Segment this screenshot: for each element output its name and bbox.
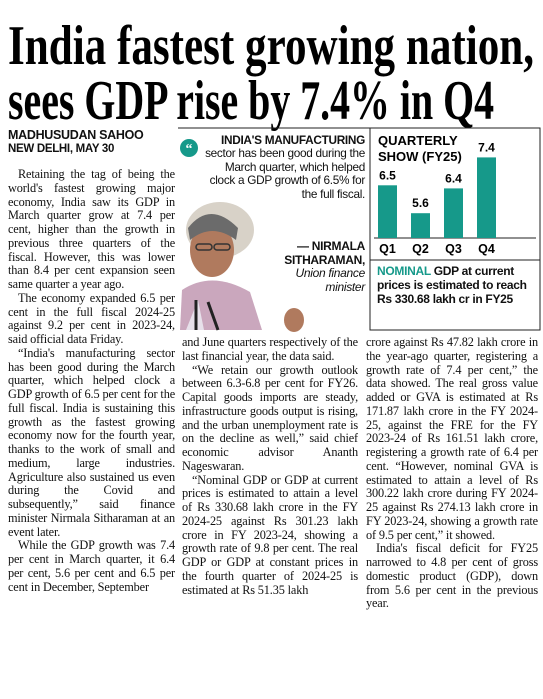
quote-text: sector has been good during the March qu… (205, 146, 365, 201)
quote-icon (180, 139, 198, 157)
paragraph: India's fiscal deficit for FY25 narrowed… (366, 541, 538, 611)
dateline: NEW DELHI, MAY 30 (8, 143, 115, 155)
x-tick-label: Q4 (478, 242, 495, 256)
x-tick-label: Q1 (379, 242, 396, 256)
paragraph: The economy expanded 6.5 per cent in the… (8, 290, 175, 346)
quote: INDIA'S MANUFACTURING sector has been go… (200, 133, 365, 201)
attribution: — NIRMALA SITHARAMAN, Union finance mini… (255, 239, 366, 294)
bar (444, 188, 463, 238)
quote-lead: INDIA'S MANUFACTURING (221, 133, 365, 147)
paragraph: and June quarters respectively of the la… (182, 336, 358, 363)
column: and June quarters respectively of the la… (182, 336, 358, 698)
photo (180, 202, 304, 332)
paragraph: “Nominal GDP or GDP at current prices is… (182, 472, 358, 597)
column: Retaining the tag of being the world's f… (8, 168, 175, 698)
headline-line: India fastest growing nation, (8, 15, 534, 77)
bar (477, 157, 496, 238)
paragraph: While the GDP growth was 7.4 per cent in… (8, 538, 175, 594)
x-tick-label: Q2 (412, 242, 429, 256)
paragraph: Retaining the tag of being the world's f… (8, 168, 175, 291)
note: NOMINAL GDP at current prices is estimat… (377, 264, 537, 306)
paragraph: “We retain our growth outlook between 6.… (182, 362, 358, 473)
paragraph: “India's manufacturing sector has been g… (8, 345, 175, 539)
headline-line: sees GDP rise by 7.4% in Q4 (8, 70, 494, 132)
chart-title: QUARTERLY SHOW (FY25) (378, 133, 462, 164)
bar (411, 213, 430, 238)
author: MADHUSUDAN SAHOO (8, 128, 144, 142)
role: Union finance minister (295, 266, 366, 294)
column: crore against Rs 47.82 lakh crore in the… (366, 336, 538, 698)
bar (378, 185, 397, 238)
byline: MADHUSUDAN SAHOO NEW DELHI, MAY 30 (8, 128, 144, 156)
chart: QUARTERLY SHOW (FY25) 6.5 Q1 5.6 Q2 6.4 Q3 7.4 Q4 (374, 133, 536, 256)
value-label: 6.4 (445, 171, 462, 185)
value-label: 7.4 (478, 140, 495, 154)
note-text: GDP at current prices is estimated to re… (377, 264, 527, 306)
chart-box (369, 127, 541, 331)
x-tick-label: Q3 (445, 242, 462, 256)
paragraph: crore against Rs 47.82 lakh crore in the… (366, 336, 538, 542)
speaker: — NIRMALA SITHARAMAN, (284, 239, 365, 267)
quote-icon-glyph: “ (186, 142, 193, 157)
note-lead: NOMINAL (377, 264, 431, 278)
value-label: 5.6 (412, 196, 429, 210)
value-label: 6.5 (379, 168, 396, 182)
